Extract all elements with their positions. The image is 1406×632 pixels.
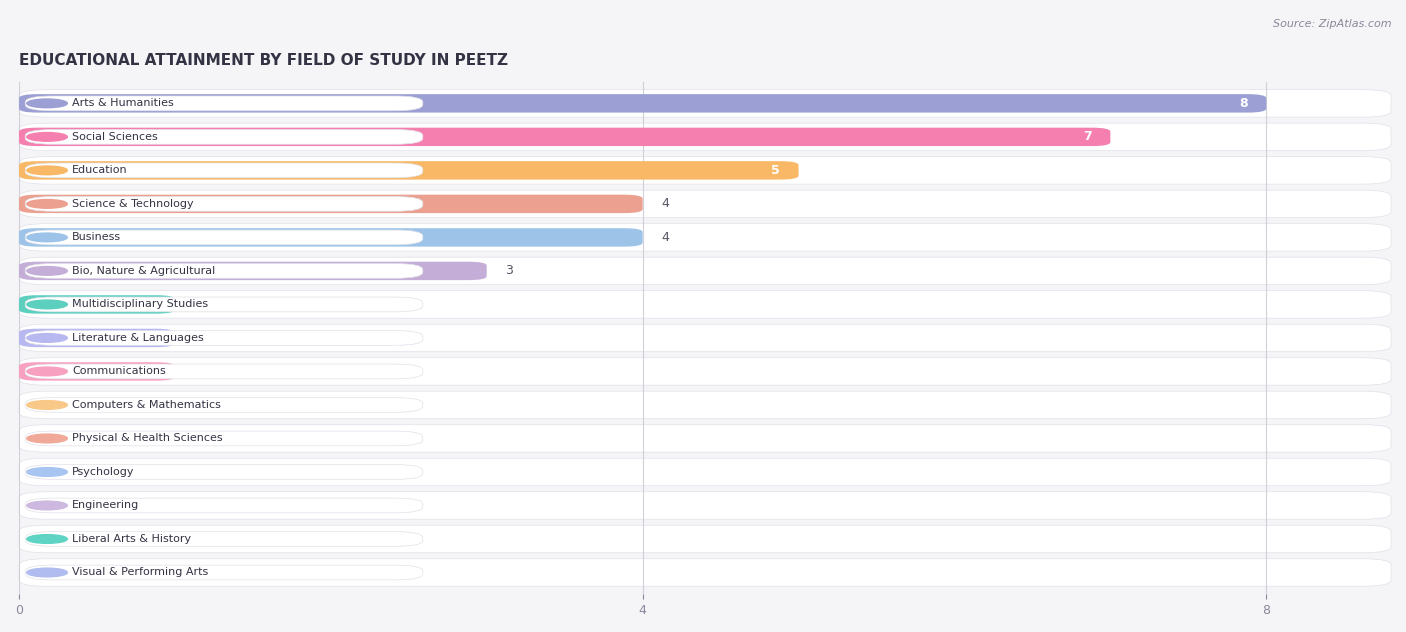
Text: Computers & Mathematics: Computers & Mathematics xyxy=(72,400,221,410)
Circle shape xyxy=(27,267,67,276)
FancyBboxPatch shape xyxy=(20,128,1111,146)
Text: Arts & Humanities: Arts & Humanities xyxy=(72,99,174,108)
Circle shape xyxy=(27,166,67,174)
FancyBboxPatch shape xyxy=(20,90,1391,117)
FancyBboxPatch shape xyxy=(20,195,643,213)
FancyBboxPatch shape xyxy=(20,228,643,246)
Text: Engineering: Engineering xyxy=(72,501,139,511)
FancyBboxPatch shape xyxy=(25,297,423,312)
Text: Science & Technology: Science & Technology xyxy=(72,199,194,209)
FancyBboxPatch shape xyxy=(25,431,423,446)
Text: 3: 3 xyxy=(505,264,513,277)
FancyBboxPatch shape xyxy=(25,398,423,412)
Circle shape xyxy=(27,300,67,309)
Text: 8: 8 xyxy=(1239,97,1247,110)
Text: Bio, Nature & Agricultural: Bio, Nature & Agricultural xyxy=(72,266,215,276)
FancyBboxPatch shape xyxy=(20,492,1391,520)
FancyBboxPatch shape xyxy=(25,498,423,513)
Text: 0: 0 xyxy=(38,533,46,545)
FancyBboxPatch shape xyxy=(20,425,1391,453)
FancyBboxPatch shape xyxy=(25,565,423,580)
FancyBboxPatch shape xyxy=(20,329,174,347)
Text: 4: 4 xyxy=(661,197,669,210)
Circle shape xyxy=(27,200,67,209)
Text: Psychology: Psychology xyxy=(72,467,135,477)
Text: 1: 1 xyxy=(194,331,201,344)
Circle shape xyxy=(27,434,67,443)
FancyBboxPatch shape xyxy=(20,358,1391,385)
FancyBboxPatch shape xyxy=(25,465,423,479)
FancyBboxPatch shape xyxy=(20,324,1391,351)
Circle shape xyxy=(27,367,67,376)
FancyBboxPatch shape xyxy=(20,123,1391,150)
Circle shape xyxy=(27,501,67,510)
FancyBboxPatch shape xyxy=(20,161,799,179)
Text: Literature & Languages: Literature & Languages xyxy=(72,333,204,343)
FancyBboxPatch shape xyxy=(25,331,423,345)
FancyBboxPatch shape xyxy=(25,96,423,111)
Text: Business: Business xyxy=(72,233,121,243)
FancyBboxPatch shape xyxy=(25,532,423,546)
Text: Visual & Performing Arts: Visual & Performing Arts xyxy=(72,568,208,578)
Text: 1: 1 xyxy=(194,365,201,378)
FancyBboxPatch shape xyxy=(20,94,1267,112)
FancyBboxPatch shape xyxy=(20,295,174,313)
FancyBboxPatch shape xyxy=(20,262,486,280)
Text: Communications: Communications xyxy=(72,367,166,377)
FancyBboxPatch shape xyxy=(20,157,1391,184)
Text: Multidisciplinary Studies: Multidisciplinary Studies xyxy=(72,300,208,310)
Circle shape xyxy=(27,133,67,141)
FancyBboxPatch shape xyxy=(20,458,1391,486)
FancyBboxPatch shape xyxy=(25,197,423,211)
FancyBboxPatch shape xyxy=(20,391,1391,418)
Text: Social Sciences: Social Sciences xyxy=(72,132,157,142)
Text: 7: 7 xyxy=(1083,130,1091,143)
Text: Education: Education xyxy=(72,166,128,176)
Text: 0: 0 xyxy=(38,432,46,445)
Text: Physical & Health Sciences: Physical & Health Sciences xyxy=(72,434,222,444)
FancyBboxPatch shape xyxy=(25,130,423,144)
FancyBboxPatch shape xyxy=(25,264,423,278)
Circle shape xyxy=(27,334,67,343)
FancyBboxPatch shape xyxy=(20,559,1391,586)
Text: Source: ZipAtlas.com: Source: ZipAtlas.com xyxy=(1274,19,1392,29)
Circle shape xyxy=(27,99,67,107)
FancyBboxPatch shape xyxy=(20,291,1391,318)
FancyBboxPatch shape xyxy=(25,230,423,245)
Text: EDUCATIONAL ATTAINMENT BY FIELD OF STUDY IN PEETZ: EDUCATIONAL ATTAINMENT BY FIELD OF STUDY… xyxy=(20,53,508,68)
Text: 0: 0 xyxy=(38,566,46,579)
Circle shape xyxy=(27,233,67,242)
FancyBboxPatch shape xyxy=(25,364,423,379)
Circle shape xyxy=(27,468,67,477)
FancyBboxPatch shape xyxy=(20,190,1391,217)
Text: 1: 1 xyxy=(194,298,201,311)
Text: 0: 0 xyxy=(38,398,46,411)
Text: Liberal Arts & History: Liberal Arts & History xyxy=(72,534,191,544)
Text: 5: 5 xyxy=(770,164,780,177)
Text: 4: 4 xyxy=(661,231,669,244)
Circle shape xyxy=(27,568,67,577)
FancyBboxPatch shape xyxy=(20,224,1391,251)
FancyBboxPatch shape xyxy=(20,525,1391,553)
FancyBboxPatch shape xyxy=(25,163,423,178)
FancyBboxPatch shape xyxy=(20,362,174,380)
Circle shape xyxy=(27,401,67,410)
Text: 0: 0 xyxy=(38,499,46,512)
Text: 0: 0 xyxy=(38,466,46,478)
FancyBboxPatch shape xyxy=(20,257,1391,284)
Circle shape xyxy=(27,535,67,544)
